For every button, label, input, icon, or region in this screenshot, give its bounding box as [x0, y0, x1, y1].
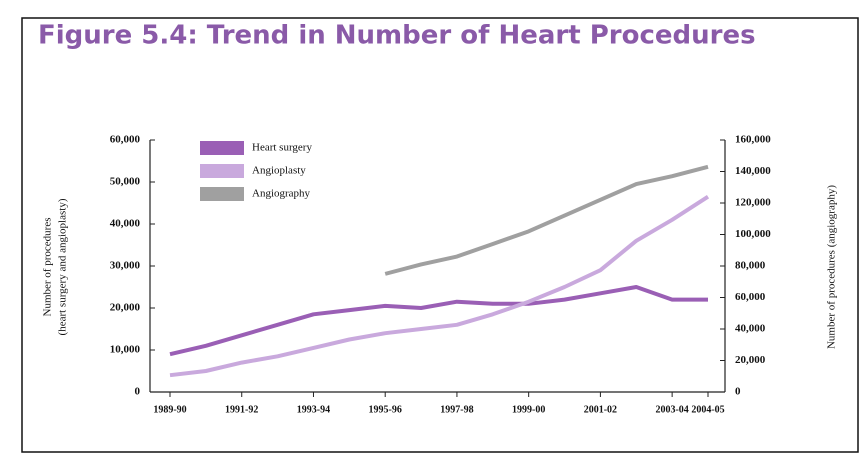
y-tick-label: 60,000 [110, 134, 141, 146]
y2-tick-label: 80,000 [735, 260, 766, 272]
legend-swatch [200, 141, 244, 155]
legend-label: Heart surgery [252, 142, 312, 154]
line-series [169, 285, 708, 357]
x-tick-label: 2004-05 [691, 404, 724, 415]
y-axis-label: Number of procedures [42, 218, 54, 317]
x-tick-label: 1995-96 [369, 404, 402, 415]
y2-tick-label: 140,000 [735, 165, 771, 177]
y-tick-label: 30,000 [110, 260, 141, 272]
chart-title: Figure 5.4: Trend in Number of Heart Pro… [38, 21, 756, 51]
legend-swatch [200, 187, 244, 201]
y2-tick-label: 40,000 [735, 323, 766, 335]
y-tick-label: 50,000 [110, 176, 141, 188]
y2-tick-label: 100,000 [735, 228, 771, 240]
frame [21, 17, 859, 453]
x-tick-label: 1989-90 [153, 404, 186, 415]
y2-tick-label: 20,000 [735, 354, 766, 366]
y2-tick-label: 60,000 [735, 291, 766, 303]
x-tick-label: 1999-00 [512, 404, 545, 415]
legend-label: Angiography [252, 188, 311, 200]
y-tick-label: 40,000 [110, 218, 141, 230]
legend-label: Angioplasty [252, 165, 306, 177]
line-series [384, 164, 709, 276]
y-axis-label: (heart surgery and angioplasty) [57, 198, 69, 335]
y2-tick-label: 120,000 [735, 197, 771, 209]
x-tick-label: 2001-02 [584, 404, 617, 415]
legend-swatch [200, 164, 244, 178]
x-tick-label: 2003-04 [655, 404, 688, 415]
line-series [169, 195, 710, 378]
y-tick-label: 10,000 [110, 344, 141, 356]
y2-tick-label: 160,000 [735, 134, 771, 146]
x-tick-label: 1991-92 [225, 404, 258, 415]
y2-tick-label: 0 [735, 386, 741, 398]
y-tick-label: 0 [135, 386, 141, 398]
y-tick-label: 20,000 [110, 302, 141, 314]
y2-axis-label: Number of procedures (angiography) [826, 185, 838, 349]
x-tick-label: 1997-98 [440, 404, 473, 415]
x-tick-label: 1993-94 [297, 404, 330, 415]
